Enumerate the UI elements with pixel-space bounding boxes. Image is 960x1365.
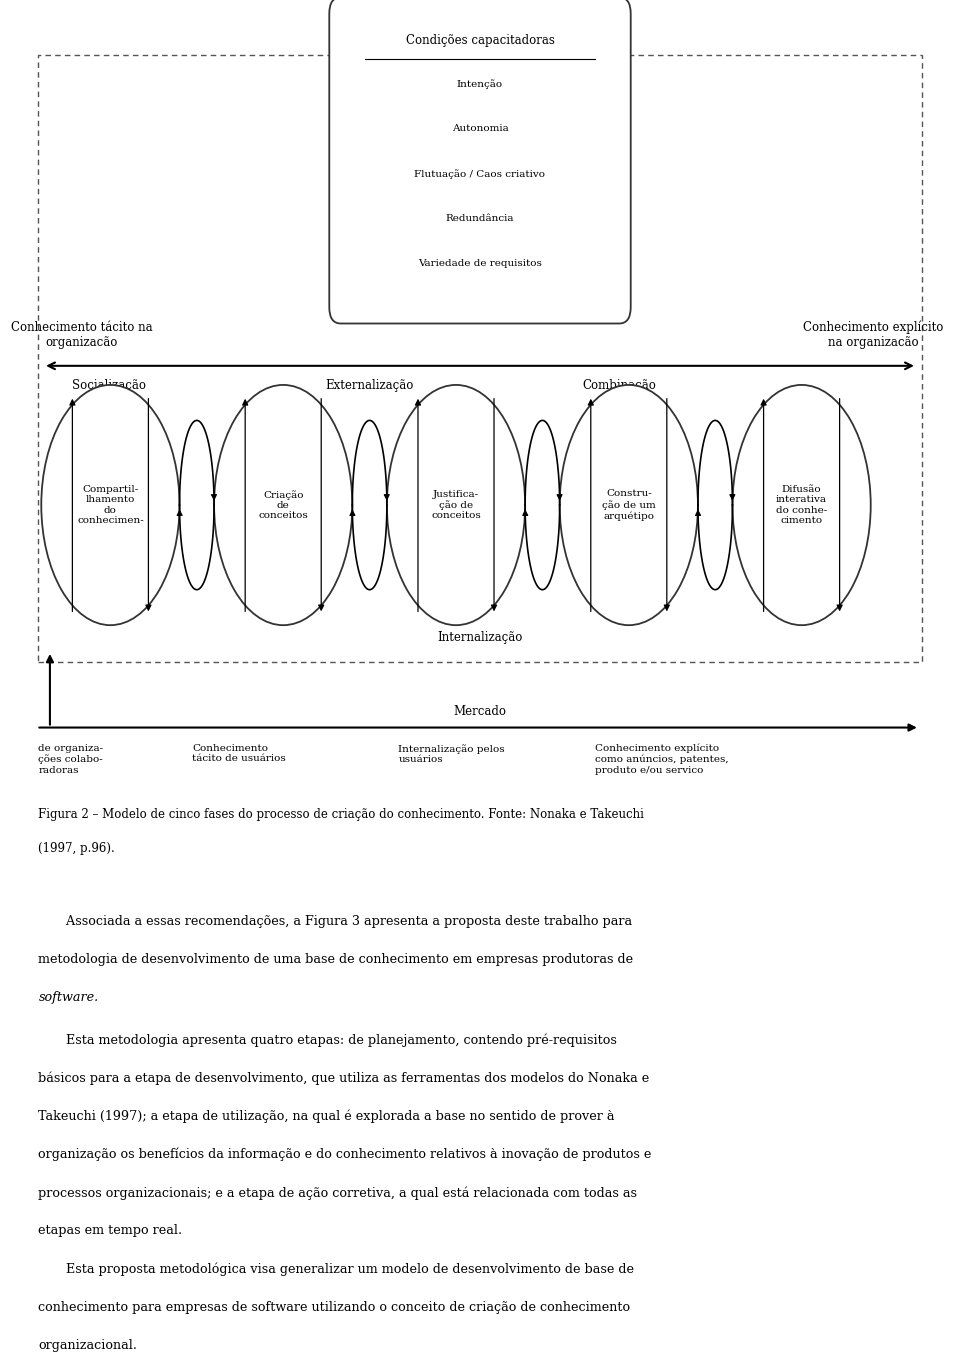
Text: organização os benefícios da informação e do conhecimento relativos à inovação d: organização os benefícios da informação … [38,1148,652,1162]
Text: Condições capacitadoras: Condições capacitadoras [405,34,555,48]
Text: Socialização: Socialização [72,378,146,392]
Ellipse shape [41,385,180,625]
Text: Autonomia: Autonomia [451,124,509,134]
Text: software.: software. [38,991,99,1005]
Text: organizacional.: organizacional. [38,1339,137,1353]
Text: Conhecimento explícito
na organizacão: Conhecimento explícito na organizacão [804,321,944,349]
Text: etapas em tempo real.: etapas em tempo real. [38,1224,182,1238]
Text: Externalização: Externalização [325,378,414,392]
Text: Internalização pelos
usuários: Internalização pelos usuários [398,744,505,764]
Text: básicos para a etapa de desenvolvimento, que utiliza as ferramentas dos modelos : básicos para a etapa de desenvolvimento,… [38,1072,650,1085]
Text: Variedade de requisitos: Variedade de requisitos [418,259,542,269]
Text: Compartil-
lhamento
do
conhecimen-: Compartil- lhamento do conhecimen- [77,485,144,526]
Text: Flutuação / Caos criativo: Flutuação / Caos criativo [415,169,545,179]
Ellipse shape [387,385,525,625]
Text: Conhecimento
tácito de usuários: Conhecimento tácito de usuários [192,744,286,763]
Text: Justifica-
ção de
conceitos: Justifica- ção de conceitos [431,490,481,520]
Text: Difusão
interativa
do conhe-
cimento: Difusão interativa do conhe- cimento [776,485,828,526]
FancyBboxPatch shape [329,0,631,324]
Text: Mercado: Mercado [453,704,507,718]
Text: Internalização: Internalização [438,631,522,644]
Text: Esta metodologia apresenta quatro etapas: de planejamento, contendo pré-requisit: Esta metodologia apresenta quatro etapas… [38,1033,617,1047]
Text: Criação
de
conceitos: Criação de conceitos [258,490,308,520]
Text: metodologia de desenvolvimento de uma base de conhecimento em empresas produtora: metodologia de desenvolvimento de uma ba… [38,953,634,966]
Text: conhecimento para empresas de software utilizando o conceito de criação de conhe: conhecimento para empresas de software u… [38,1301,631,1314]
Ellipse shape [560,385,698,625]
Ellipse shape [214,385,352,625]
Text: Associada a essas recomendações, a Figura 3 apresenta a proposta deste trabalho : Associada a essas recomendações, a Figur… [38,915,633,928]
Text: Combinação: Combinação [583,378,656,392]
Ellipse shape [732,385,871,625]
Text: Figura 2 – Modelo de cinco fases do processo de criação do conhecimento. Fonte: : Figura 2 – Modelo de cinco fases do proc… [38,808,644,822]
Text: Esta proposta metodológica visa generalizar um modelo de desenvolvimento de base: Esta proposta metodológica visa generali… [38,1263,635,1276]
Text: Constru-
ção de um
arquétipo: Constru- ção de um arquétipo [602,490,656,520]
Text: (1997, p.96).: (1997, p.96). [38,842,115,856]
Text: de organiza-
ções colabo-
radoras: de organiza- ções colabo- radoras [38,744,104,775]
Text: Redundância: Redundância [445,214,515,224]
Text: Conhecimento tácito na
organizacão: Conhecimento tácito na organizacão [11,321,153,349]
Text: Takeuchi (1997); a etapa de utilização, na qual é explorada a base no sentido de: Takeuchi (1997); a etapa de utilização, … [38,1110,615,1123]
Text: Intenção: Intenção [457,79,503,89]
Text: processos organizacionais; e a etapa de ação corretiva, a qual está relacionada : processos organizacionais; e a etapa de … [38,1186,637,1200]
Text: Conhecimento explícito
como anúncios, patentes,
produto e/ou servico: Conhecimento explícito como anúncios, pa… [595,744,729,775]
